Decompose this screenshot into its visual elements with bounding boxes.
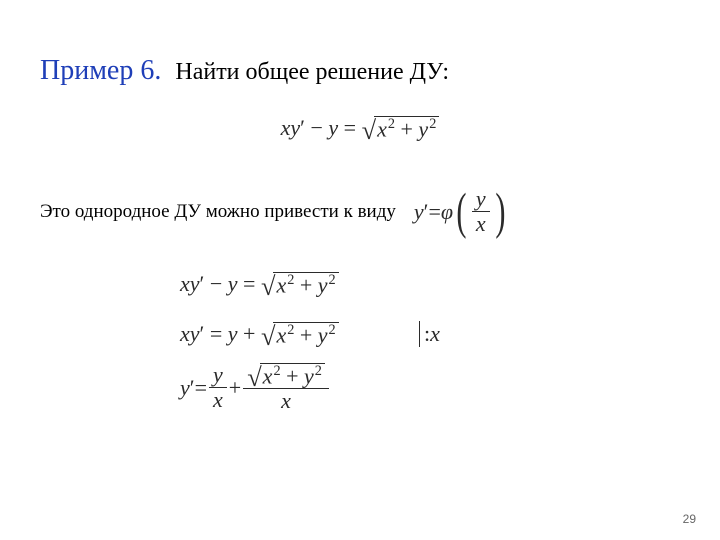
l3-rplus: + (281, 363, 304, 388)
l3-f1d: x (209, 388, 227, 412)
l2-ry-sup: 2 (329, 322, 336, 338)
l1-ry: y (318, 272, 328, 297)
fraction-y-over-x: y x (209, 363, 227, 412)
eq-xy: xy (281, 115, 301, 140)
l3-rx-sup: 2 (273, 363, 280, 379)
deriv-line-2: xy′ = y + √ x2 + y2 : x (180, 312, 680, 356)
phi-sym: φ (441, 199, 453, 225)
note-text: Это однородное ДУ можно привести к виду (40, 201, 396, 223)
l2-ry: y (318, 322, 328, 347)
divide-by-x: : x (419, 321, 440, 347)
l1-rplus: + (294, 272, 317, 297)
fraction-sqrt-over-x: √ x2 + y2 x (243, 362, 329, 413)
l3-y: y (180, 375, 190, 401)
rad-plus: + (395, 116, 418, 141)
homogeneous-note: Это однородное ДУ можно привести к виду … (40, 187, 680, 236)
l1-minus: − (204, 271, 227, 296)
main-equation: xy′ − y = √ x2 + y2 (40, 115, 680, 141)
phi-y: y (414, 199, 424, 225)
l3-rx: x (263, 363, 273, 388)
l2-rx: x (276, 322, 286, 347)
l3-eq: = (195, 375, 207, 401)
l3-f2d: x (277, 389, 295, 413)
l2-divx: x (430, 321, 440, 347)
eq-eq: = (338, 115, 361, 140)
fraction-y-over-x: y x (472, 187, 490, 236)
eq-minus: − (305, 115, 328, 140)
l2-xy: xy (180, 321, 200, 346)
derivation-block: xy′ − y = √ x2 + y2 xy′ = y + √ x2 + y2 (180, 262, 680, 413)
eq-y: y (328, 115, 338, 140)
frac-num: y (472, 187, 490, 211)
example-label: Пример 6. (40, 55, 161, 87)
phi-eq-sign: = (428, 199, 440, 225)
l1-rx: x (276, 272, 286, 297)
example-prompt: Найти общее решение ДУ: (175, 59, 449, 86)
slide: Пример 6. Найти общее решение ДУ: xy′ − … (0, 0, 720, 540)
l3-plus: + (229, 375, 241, 401)
frac-den: x (472, 212, 490, 236)
rad-y: y (418, 116, 428, 141)
l3-ry: y (304, 363, 314, 388)
l2-plus1: + (238, 321, 261, 346)
sqrt-icon: √ x2 + y2 (362, 116, 440, 140)
l3-ry-sup: 2 (315, 363, 322, 379)
l1-xy: xy (180, 271, 200, 296)
title-row: Пример 6. Найти общее решение ДУ: (40, 55, 680, 87)
deriv-line-1: xy′ − y = √ x2 + y2 (180, 262, 680, 306)
big-parens: ( y x ) (453, 187, 508, 236)
l2-rplus: + (294, 322, 317, 347)
l1-eq: = (238, 271, 261, 296)
rad-x: x (377, 116, 387, 141)
deriv-line-3: y′ = y x + √ x2 + y2 (180, 362, 680, 413)
l3-f1n: y (209, 363, 227, 387)
l1-ry-sup: 2 (329, 272, 336, 288)
l2-eq: = (204, 321, 227, 346)
phi-equation: y′ = φ ( y x ) (414, 187, 509, 236)
sqrt-icon: √ x2 + y2 (247, 363, 325, 387)
rad-x-sup: 2 (388, 116, 395, 132)
rad-y-sup: 2 (429, 116, 436, 132)
l2-y: y (228, 321, 238, 346)
sqrt-icon: √ x2 + y2 (261, 272, 339, 296)
l1-y: y (228, 271, 238, 296)
page-number: 29 (683, 512, 696, 526)
vertical-bar-icon (419, 321, 420, 347)
sqrt-icon: √ x2 + y2 (261, 322, 339, 346)
